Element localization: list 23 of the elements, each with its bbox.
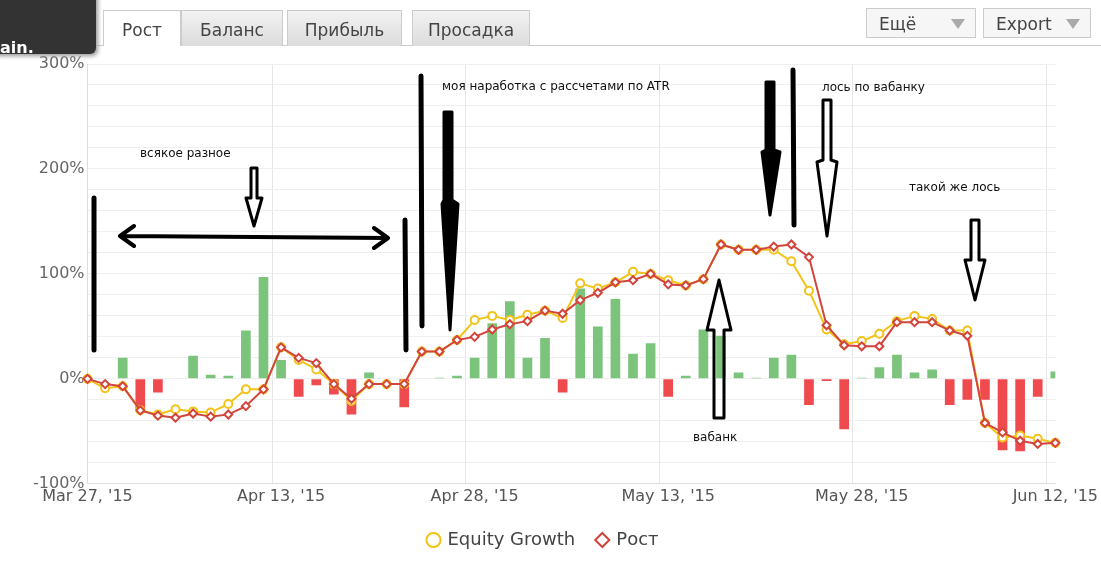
- annotation: всякое разное: [140, 146, 231, 160]
- text: Прибыль: [287, 10, 402, 46]
- annotation: лось по вабанку: [822, 80, 925, 94]
- y-tick-label: 300%: [38, 53, 85, 73]
- legend-label: Рост: [616, 527, 659, 549]
- x-tick-label: May 28, '15: [815, 485, 909, 505]
- text: Баланс: [181, 10, 283, 46]
- text: Просадка: [412, 10, 530, 46]
- text: Рост: [103, 10, 181, 46]
- annotation: вабанк: [693, 430, 738, 444]
- y-tick-label: 200%: [38, 158, 85, 178]
- annotation: такой же лось: [909, 180, 1001, 194]
- text: Export: [996, 14, 1052, 34]
- x-tick-label: Jun 12, '15: [1011, 485, 1098, 505]
- x-tick-label: Apr 13, '15: [237, 485, 326, 505]
- legend-label: Equity Growth: [447, 527, 576, 549]
- annotation: моя наработка с рассчетами по ATR: [442, 79, 670, 93]
- x-tick-label: Apr 28, '15: [430, 485, 519, 505]
- x-tick-label: May 13, '15: [621, 485, 715, 505]
- y-tick-label: 100%: [38, 263, 85, 283]
- popup-panel: ain.: [0, 0, 96, 54]
- text: Ещё: [879, 14, 917, 34]
- y-tick-label: 0%: [59, 368, 85, 388]
